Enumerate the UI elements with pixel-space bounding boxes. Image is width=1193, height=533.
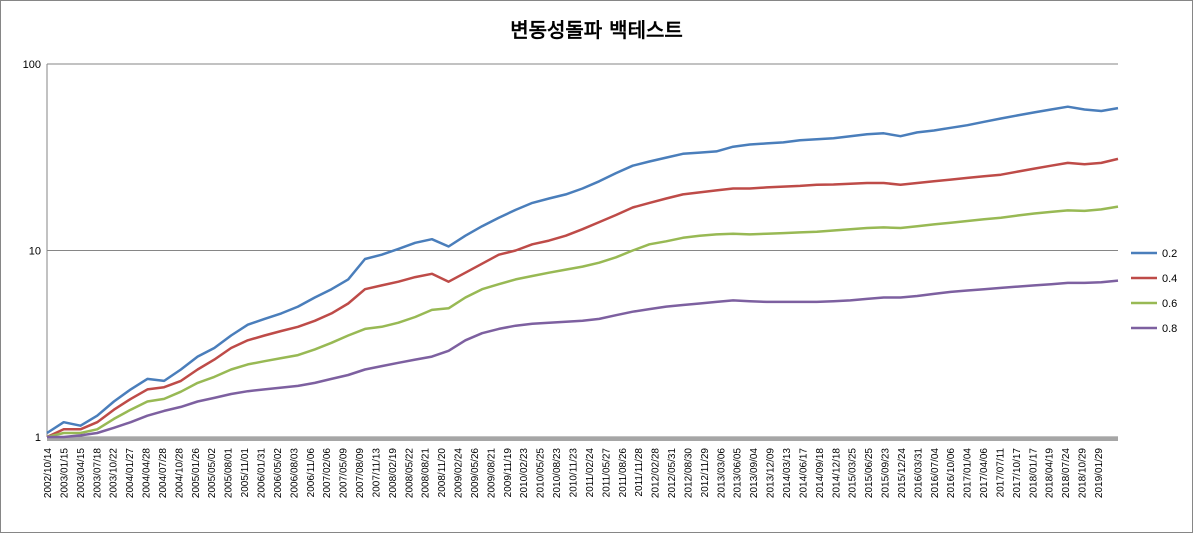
- x-tick-label: 2006/05/02: [273, 448, 284, 498]
- x-tick-label: 2005/01/26: [191, 448, 202, 498]
- x-tick-label: 2004/07/28: [158, 448, 169, 498]
- x-tick-label: 2004/04/28: [142, 448, 153, 498]
- x-tick-label: 2015/06/25: [864, 448, 875, 498]
- x-tick-label: 2017/04/06: [979, 448, 990, 498]
- x-tick-label: 2004/10/28: [174, 448, 185, 498]
- x-tick-label: 2015/12/24: [897, 448, 908, 498]
- x-tick-label: 2016/07/04: [930, 448, 941, 498]
- x-tick-label: 2007/11/13: [371, 448, 382, 498]
- y-tick-label: 1: [35, 432, 41, 444]
- x-tick-label: 2007/02/06: [322, 448, 333, 498]
- x-tick-label: 2004/01/27: [125, 448, 136, 498]
- series-line-0.6: [46, 205, 1119, 439]
- x-tick-label: 2016/03/31: [913, 448, 924, 498]
- legend-label-0.8: 0.8: [1162, 323, 1177, 335]
- series-line-0.4: [46, 157, 1119, 439]
- x-tick-label: 2014/12/18: [831, 448, 842, 498]
- x-tick-label: 2015/03/25: [848, 448, 859, 498]
- x-tick-label: 2012/11/29: [700, 448, 711, 498]
- x-tick-label: 2011/05/27: [601, 448, 612, 498]
- x-tick-label: 2006/08/03: [289, 448, 300, 498]
- x-tick-label: 2017/01/04: [963, 448, 974, 498]
- x-tick-label: 2017/07/11: [995, 448, 1006, 498]
- x-tick-label: 2003/04/15: [76, 448, 87, 498]
- x-tick-label: 2008/11/20: [437, 448, 448, 498]
- x-tick-label: 2018/01/17: [1028, 448, 1039, 498]
- x-tick-label: 2006/11/06: [306, 448, 317, 498]
- legend-label-0.4: 0.4: [1162, 273, 1177, 285]
- legend-label-0.2: 0.2: [1162, 248, 1177, 260]
- series-line-0.2: [46, 105, 1119, 435]
- x-tick-label: 2007/08/09: [355, 448, 366, 498]
- x-tick-label: 2015/09/23: [881, 448, 892, 498]
- x-tick-label: 2014/06/17: [798, 448, 809, 498]
- x-tick-label: 2011/11/28: [634, 448, 645, 497]
- x-tick-label: 2009/08/21: [486, 448, 497, 498]
- x-tick-label: 2008/08/21: [421, 448, 432, 498]
- x-tick-label: 2009/02/24: [454, 448, 465, 498]
- x-tick-label: 2017/10/17: [1012, 448, 1023, 498]
- x-tick-label: 2010/08/23: [552, 448, 563, 498]
- x-tick-label: 2005/11/01: [240, 448, 251, 498]
- x-tick-label: 2011/08/26: [618, 448, 629, 498]
- x-tick-label: 2003/10/22: [109, 448, 120, 498]
- x-tick-label: 2003/07/18: [92, 448, 103, 498]
- series-line-0.8: [47, 279, 1119, 439]
- x-tick-label: 2003/01/15: [59, 448, 70, 498]
- x-tick-label: 2012/05/31: [667, 448, 678, 498]
- x-tick-label: 2010/05/25: [536, 448, 547, 498]
- x-tick-label: 2009/11/19: [503, 448, 514, 498]
- x-tick-label: 2013/03/06: [716, 448, 727, 498]
- x-tick-label: 2014/03/13: [782, 448, 793, 498]
- x-tick-label: 2018/07/24: [1061, 448, 1072, 498]
- x-tick-label: 2016/10/06: [946, 448, 957, 498]
- x-tick-label: 2013/12/09: [766, 448, 777, 498]
- x-tick-label: 2010/11/23: [569, 448, 580, 498]
- x-tick-label: 2010/02/23: [519, 448, 530, 498]
- x-tick-label: 2006/01/31: [256, 448, 267, 498]
- x-tick-label: 2013/06/05: [733, 448, 744, 498]
- x-tick-label: 2018/10/29: [1078, 448, 1089, 498]
- x-tick-label: 2002/10/14: [43, 448, 54, 498]
- x-tick-label: 2012/02/28: [651, 448, 662, 498]
- y-tick-label: 10: [29, 246, 41, 258]
- x-tick-label: 2011/02/24: [585, 448, 596, 498]
- x-tick-label: 2018/04/19: [1045, 448, 1056, 498]
- x-tick-label: 2012/08/30: [683, 448, 694, 498]
- x-tick-label: 2007/05/09: [339, 448, 350, 498]
- x-tick-label: 2019/01/29: [1094, 448, 1105, 498]
- x-tick-label: 2009/05/26: [470, 448, 481, 498]
- x-tick-label: 2014/09/18: [815, 448, 826, 498]
- chart-title: 변동성돌파 백테스트: [510, 18, 683, 42]
- x-tick-label: 2008/05/22: [404, 448, 415, 498]
- x-tick-label: 2005/05/02: [207, 448, 218, 498]
- y-tick-label: 100: [23, 59, 41, 71]
- legend-label-0.6: 0.6: [1162, 298, 1177, 310]
- x-tick-label: 2008/02/19: [388, 448, 399, 498]
- x-tick-label: 2013/09/04: [749, 448, 760, 498]
- x-tick-label: 2005/08/01: [224, 448, 235, 498]
